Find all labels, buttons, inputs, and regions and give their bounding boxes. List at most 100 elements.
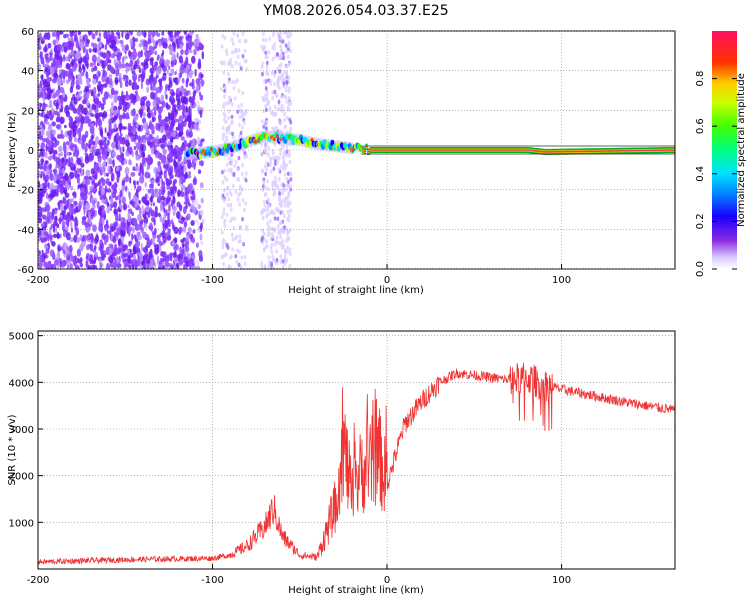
spectrogram-cell [591, 150, 594, 152]
spectrogram-cell [597, 150, 601, 152]
spectrogram-cell [39, 195, 42, 205]
spectrogram-cell [41, 182, 47, 187]
spectrogram-cell [648, 149, 651, 152]
spectrogram-cell [240, 113, 244, 119]
spectrogram-cell [144, 171, 150, 179]
spectrogram-cell [277, 167, 281, 172]
spectrogram-cell [426, 149, 429, 151]
spectrogram-cell [116, 262, 122, 269]
spectrogram-cell [277, 99, 281, 104]
spectrogram-cell [274, 179, 278, 184]
spectrogram-cell [627, 150, 630, 152]
spectrogram-cell [281, 187, 285, 192]
spectrogram-cell [392, 149, 395, 151]
spectrogram-cell [108, 73, 113, 79]
spectrogram-cell [179, 66, 185, 75]
colorbar-tick-label: 0.2 [695, 213, 706, 229]
spectrogram-cell [270, 70, 274, 76]
spectrogram-cell [125, 226, 129, 230]
spectrogram-cell [568, 150, 571, 153]
spectrogram-cell [73, 50, 77, 54]
spectrogram-cell [276, 224, 280, 229]
spectrogram-cell [70, 255, 75, 263]
spectrogram-cell [97, 154, 102, 163]
spectrogram-cell [131, 226, 135, 234]
spectrogram-cell [76, 107, 81, 116]
spectrogram-cell [237, 48, 241, 53]
spectrogram-cell [222, 261, 226, 267]
spectrogram-cell [288, 247, 292, 252]
spectrogram-cell [131, 125, 134, 134]
spectrogram-cell [162, 49, 165, 56]
spectrogram-cell [44, 68, 49, 73]
spectrogram-cell [289, 208, 292, 213]
spectrogram-cell [552, 151, 555, 153]
spectrogram-cell [177, 173, 181, 178]
spectrogram-cell [91, 54, 97, 63]
spectrogram-cell [243, 207, 246, 213]
spectrogram-x-tick-label: 100 [552, 275, 571, 286]
spectrogram-cell [116, 174, 120, 183]
spectrogram-cell [150, 57, 154, 62]
spectrogram-cell [287, 40, 291, 46]
spectrogram-cell [149, 183, 154, 189]
spectrogram-cell [97, 43, 102, 48]
spectrogram-cell [244, 171, 248, 176]
spectrogram-cell [281, 155, 285, 160]
spectrogram-cell [173, 265, 177, 269]
spectrogram-cell [558, 151, 561, 153]
spectrogram-cell [553, 151, 557, 153]
spectrogram-cell [115, 63, 119, 70]
spectrogram-cell [171, 53, 177, 61]
spectrogram-cell [229, 207, 233, 212]
spectrogram-cell [285, 238, 288, 243]
spectrogram-cell [389, 149, 392, 151]
spectrogram-cell [225, 51, 229, 57]
spectrogram-cell [158, 79, 163, 83]
spectrogram-cell [140, 242, 143, 252]
spectrogram-cell [113, 221, 119, 227]
spectrogram-cell [263, 203, 267, 208]
spectrogram-cell [265, 91, 269, 97]
spectrogram-cell [615, 150, 618, 152]
spectrogram-cell [273, 89, 277, 95]
spectrogram-cell [66, 141, 70, 146]
spectrogram-cell [73, 260, 77, 267]
spectrogram-cell [281, 238, 285, 243]
spectrogram-cell [270, 242, 274, 247]
spectrogram-cell [470, 149, 473, 151]
spectrogram-cell [116, 255, 119, 262]
spectrogram-cell [132, 246, 137, 255]
spectrogram-cell [108, 94, 114, 99]
spectrogram-cell [221, 180, 225, 185]
spectrogram-cell [231, 237, 235, 242]
spectrogram-cell [195, 242, 199, 248]
spectrogram-cell [283, 76, 286, 81]
spectrogram-cell [264, 37, 268, 43]
spectrogram-cell [63, 145, 66, 153]
spectrogram-cell [140, 135, 146, 140]
spectrogram-cell [119, 117, 122, 125]
spectrogram-cell [149, 47, 155, 55]
spectrogram-cell [113, 202, 117, 210]
spectrogram-cell [153, 110, 157, 116]
spectrogram-cell [91, 67, 95, 73]
spectrogram-cell [266, 204, 270, 209]
spectrogram-cell [111, 101, 114, 108]
spectrogram-cell [198, 42, 202, 48]
spectrogram-cell [94, 245, 97, 251]
spectrogram-cell [123, 158, 128, 165]
spectrogram-cell [268, 36, 271, 42]
spectrogram-cell [262, 109, 265, 114]
spectrogram-cell [284, 43, 288, 48]
snr-y-tick-label: 1000 [9, 518, 34, 529]
spectrogram-cell [220, 214, 224, 220]
spectrogram-cell [69, 51, 74, 56]
spectrogram-cell [113, 95, 118, 104]
spectrogram-cell [155, 96, 161, 104]
spectrogram-cell [167, 212, 170, 222]
spectrogram-cell [188, 31, 194, 36]
spectrogram-cell [122, 74, 128, 80]
spectrogram-cell [261, 215, 265, 221]
spectrogram-cell [52, 152, 56, 161]
